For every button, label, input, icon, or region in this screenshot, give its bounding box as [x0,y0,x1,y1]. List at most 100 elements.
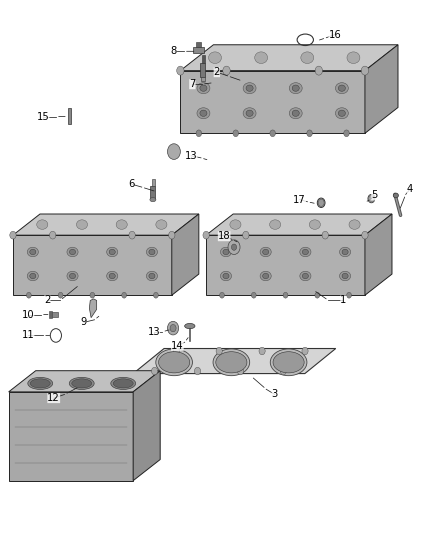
Ellipse shape [342,273,348,279]
Circle shape [251,292,256,298]
Ellipse shape [223,273,229,279]
Ellipse shape [109,273,115,279]
Circle shape [362,231,368,239]
Text: 4: 4 [407,184,413,194]
Circle shape [270,130,276,136]
Ellipse shape [149,273,155,279]
Polygon shape [365,214,392,295]
Ellipse shape [260,247,271,257]
Ellipse shape [156,349,192,376]
Text: 8: 8 [171,46,177,56]
Ellipse shape [289,83,302,94]
Ellipse shape [302,249,308,255]
Text: 11: 11 [21,330,34,341]
Ellipse shape [30,249,36,255]
Text: 1: 1 [340,295,346,305]
Ellipse shape [146,271,158,281]
Ellipse shape [70,249,76,255]
Ellipse shape [113,379,133,388]
Ellipse shape [197,83,210,94]
Ellipse shape [27,247,39,257]
Ellipse shape [220,271,232,281]
Ellipse shape [309,220,321,229]
Circle shape [280,367,286,375]
Circle shape [233,130,239,136]
Circle shape [315,66,322,75]
Ellipse shape [292,110,299,116]
Ellipse shape [223,249,229,255]
Circle shape [167,144,180,159]
Text: 7: 7 [189,79,196,89]
Circle shape [10,231,16,239]
Text: 13: 13 [148,327,160,337]
Text: 9: 9 [81,317,87,327]
Text: 10: 10 [21,310,34,320]
Bar [201,77,205,81]
Polygon shape [206,214,392,235]
Text: 2: 2 [214,67,220,77]
Circle shape [315,292,320,298]
Bar [200,63,205,77]
Ellipse shape [246,85,253,91]
Ellipse shape [70,273,76,279]
Circle shape [122,292,127,298]
Ellipse shape [289,108,302,119]
Ellipse shape [150,198,156,201]
Ellipse shape [230,220,241,229]
Ellipse shape [292,85,299,91]
Ellipse shape [30,379,50,388]
Ellipse shape [254,52,268,63]
Ellipse shape [302,273,308,279]
Circle shape [369,196,374,201]
Text: 12: 12 [47,393,60,403]
Circle shape [237,367,244,375]
Circle shape [318,199,324,206]
Circle shape [167,321,179,335]
Ellipse shape [146,247,158,257]
Circle shape [203,231,209,239]
Ellipse shape [27,271,39,281]
Circle shape [219,292,224,298]
Ellipse shape [338,85,346,91]
Circle shape [49,231,56,239]
Ellipse shape [336,83,348,94]
Ellipse shape [213,349,250,376]
Ellipse shape [349,220,360,229]
Ellipse shape [220,247,232,257]
Text: 15: 15 [37,111,49,122]
Circle shape [169,231,175,239]
Circle shape [173,348,179,355]
Text: 17: 17 [293,195,306,205]
Ellipse shape [76,220,88,229]
Ellipse shape [109,249,115,255]
Ellipse shape [339,271,351,281]
Bar [51,312,58,317]
Ellipse shape [185,324,195,329]
Ellipse shape [67,247,78,257]
Circle shape [154,292,158,298]
Ellipse shape [338,110,346,116]
Circle shape [344,130,349,136]
Ellipse shape [107,271,118,281]
Ellipse shape [270,349,307,376]
Ellipse shape [347,52,360,63]
Text: 6: 6 [128,179,134,189]
Ellipse shape [273,352,304,373]
Ellipse shape [301,52,314,63]
Ellipse shape [216,352,247,373]
Ellipse shape [368,195,375,203]
Ellipse shape [200,85,207,91]
Bar [196,43,201,46]
Ellipse shape [246,110,253,116]
Circle shape [152,367,158,375]
Text: 13: 13 [185,151,198,161]
Ellipse shape [243,108,256,119]
Circle shape [347,292,351,298]
Ellipse shape [243,83,256,94]
Circle shape [259,348,265,355]
Ellipse shape [393,193,399,198]
Ellipse shape [159,352,190,373]
Polygon shape [13,235,172,295]
Ellipse shape [197,108,210,119]
Polygon shape [133,349,336,374]
